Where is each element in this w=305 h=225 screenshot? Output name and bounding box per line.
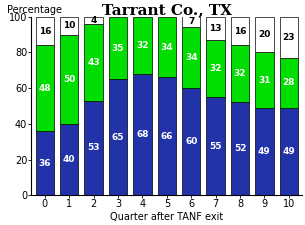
Bar — [255, 52, 274, 108]
Text: 55: 55 — [209, 142, 222, 151]
Text: 68: 68 — [136, 130, 149, 139]
Text: 32: 32 — [234, 69, 246, 78]
Bar — [109, 79, 127, 195]
Text: 20: 20 — [258, 30, 271, 39]
Text: 52: 52 — [234, 144, 246, 153]
Bar — [182, 88, 200, 195]
Bar — [182, 27, 200, 88]
Text: 53: 53 — [87, 144, 100, 153]
Bar — [133, 74, 152, 195]
Bar — [280, 17, 298, 58]
Bar — [60, 35, 78, 124]
Bar — [158, 17, 176, 77]
Bar — [60, 17, 78, 35]
Text: 34: 34 — [160, 43, 173, 52]
Text: 35: 35 — [112, 43, 124, 52]
Text: 10: 10 — [63, 21, 75, 30]
Text: 49: 49 — [258, 147, 271, 156]
Bar — [231, 45, 249, 102]
X-axis label: Quarter after TANF exit: Quarter after TANF exit — [110, 212, 224, 222]
Text: 7: 7 — [188, 17, 194, 26]
Text: 4: 4 — [91, 16, 97, 25]
Bar — [60, 124, 78, 195]
Text: Percentage: Percentage — [7, 5, 62, 15]
Text: 31: 31 — [258, 76, 271, 85]
Text: 23: 23 — [282, 33, 295, 42]
Text: 43: 43 — [87, 58, 100, 67]
Text: 16: 16 — [234, 27, 246, 36]
Bar — [84, 101, 103, 195]
Bar — [109, 17, 127, 79]
Text: 32: 32 — [136, 41, 149, 50]
Text: 13: 13 — [209, 24, 222, 33]
Text: 60: 60 — [185, 137, 197, 146]
Title: Tarrant Co., TX: Tarrant Co., TX — [102, 3, 232, 17]
Bar — [206, 17, 225, 40]
Bar — [255, 17, 274, 52]
Text: 36: 36 — [39, 159, 51, 168]
Text: 48: 48 — [38, 84, 51, 93]
Bar — [133, 17, 152, 74]
Bar — [36, 17, 54, 45]
Bar — [182, 15, 200, 27]
Bar — [280, 58, 298, 108]
Bar — [231, 102, 249, 195]
Bar — [255, 108, 274, 195]
Bar — [206, 97, 225, 195]
Text: 49: 49 — [282, 147, 295, 156]
Bar — [231, 17, 249, 45]
Text: 65: 65 — [112, 133, 124, 142]
Bar — [84, 24, 103, 101]
Bar — [84, 17, 103, 24]
Text: 16: 16 — [39, 27, 51, 36]
Bar — [36, 131, 54, 195]
Bar — [36, 45, 54, 131]
Bar — [206, 40, 225, 97]
Bar — [158, 77, 176, 195]
Bar — [280, 108, 298, 195]
Text: 66: 66 — [160, 132, 173, 141]
Text: 28: 28 — [282, 78, 295, 87]
Text: 40: 40 — [63, 155, 75, 164]
Text: 32: 32 — [209, 64, 222, 73]
Text: 50: 50 — [63, 75, 75, 84]
Text: 34: 34 — [185, 53, 198, 62]
